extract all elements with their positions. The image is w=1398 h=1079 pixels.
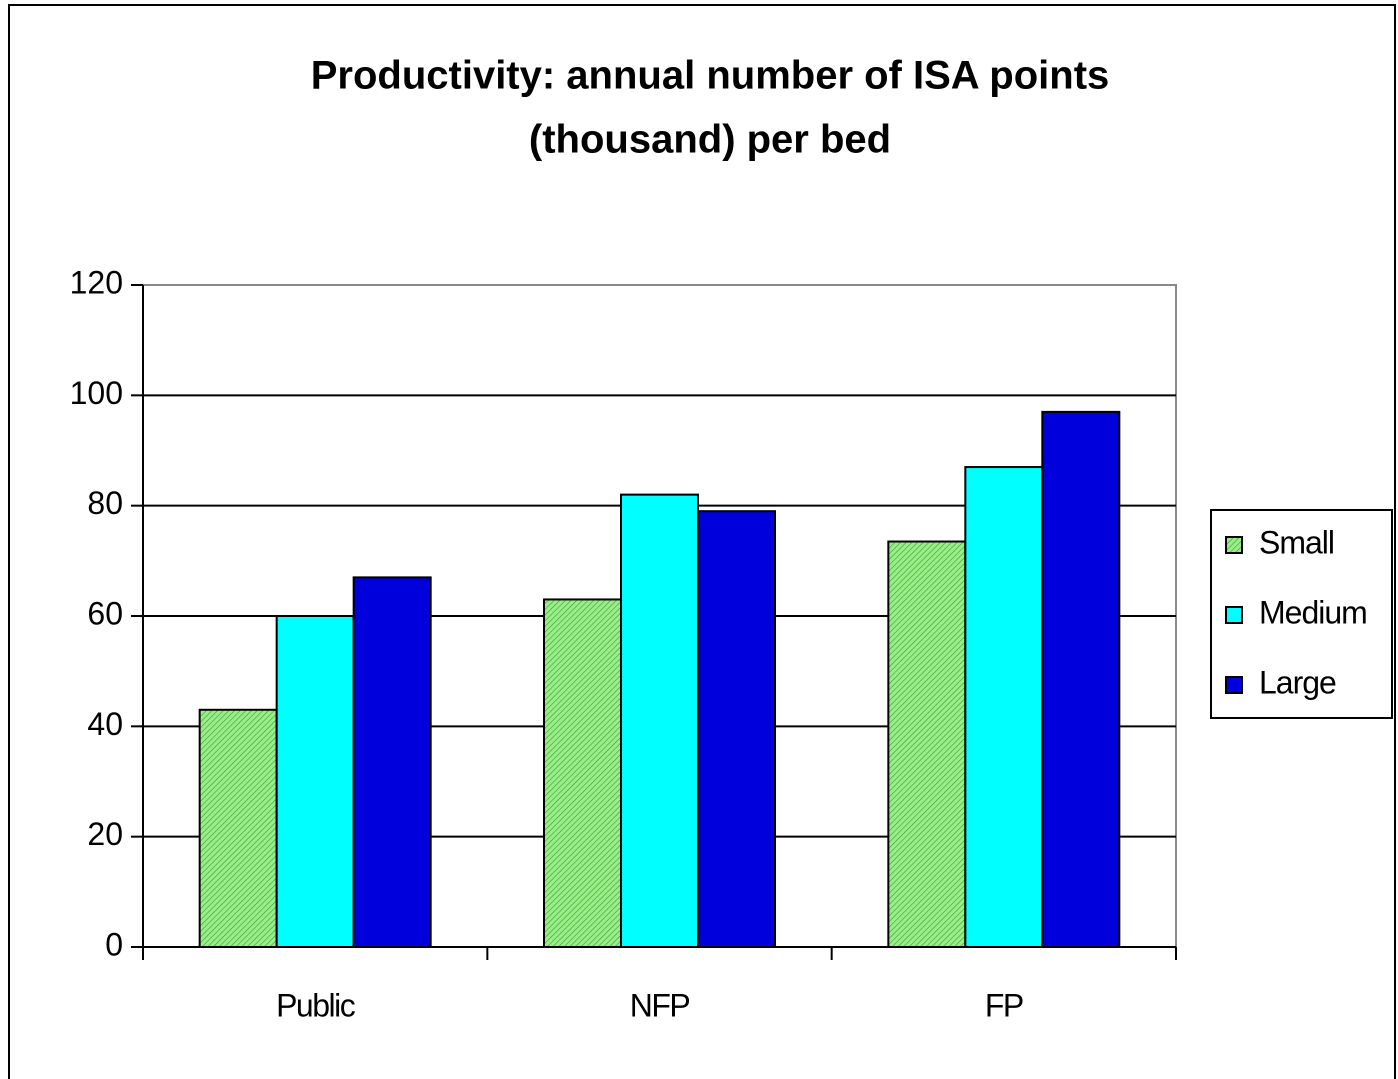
bar: [352, 576, 432, 949]
legend-swatch: [1225, 536, 1243, 554]
bar: [697, 510, 776, 948]
x-tick-label: FP: [985, 987, 1023, 1023]
legend-label: Large: [1259, 664, 1336, 700]
legend-label: Small: [1259, 524, 1334, 560]
bar: [1041, 410, 1121, 948]
y-tick-label: 80: [87, 485, 123, 521]
y-tick-label: 120: [70, 264, 123, 300]
bar: [620, 493, 699, 948]
chart-title: (thousand) per bed: [529, 118, 891, 162]
legend-swatch: [1225, 676, 1243, 694]
bar: [275, 615, 355, 948]
bar: [543, 598, 622, 948]
y-tick-label: 100: [70, 375, 123, 411]
bar: [198, 708, 278, 948]
y-tick-label: 20: [87, 816, 123, 852]
chart-title: Productivity: annual number of ISA point…: [311, 54, 1110, 98]
bar: [887, 540, 967, 949]
legend-label: Medium: [1259, 594, 1367, 630]
legend-swatch: [1225, 606, 1243, 624]
bar: [964, 466, 1044, 948]
x-tick-label: NFP: [630, 987, 690, 1023]
y-tick-label: 40: [87, 706, 123, 742]
x-tick-label: Public: [276, 987, 356, 1023]
y-tick-label: 60: [87, 595, 123, 631]
y-tick-label: 0: [105, 926, 123, 962]
